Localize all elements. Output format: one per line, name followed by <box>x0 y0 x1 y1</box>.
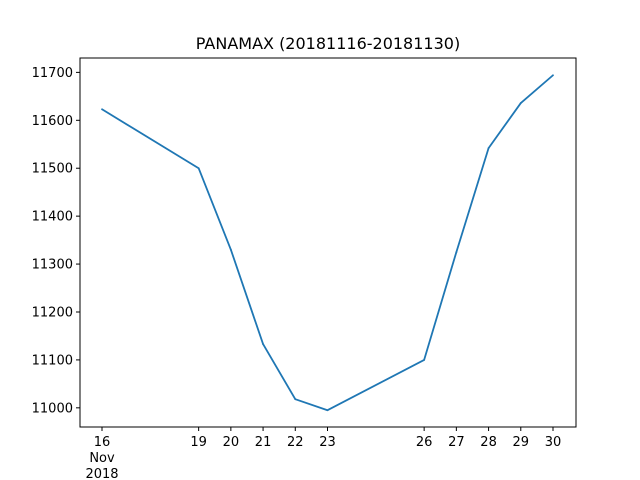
x-axis: 16 19 20 21 22 23 26 27 28 29 30 <box>94 427 562 450</box>
data-point <box>552 74 554 77</box>
x-tick-label: 22 <box>287 435 304 450</box>
x-tick-label: 27 <box>448 435 465 450</box>
x-tick-label: 29 <box>513 435 530 450</box>
y-tick-label: 11400 <box>32 210 73 225</box>
x-tick-label: 23 <box>319 435 336 450</box>
data-point <box>423 359 426 361</box>
x-tick-label: 26 <box>416 435 433 450</box>
plot-frame <box>79 57 577 428</box>
y-tick-label: 11300 <box>32 258 73 273</box>
x-sublabel-year: 2018 <box>85 467 118 480</box>
data-point <box>326 409 329 412</box>
x-tick-label: 19 <box>190 435 207 450</box>
data-point <box>197 167 200 170</box>
x-tick-label: 16 <box>94 435 111 450</box>
x-tick-label: 21 <box>255 435 272 450</box>
y-tick-label: 11500 <box>32 162 73 177</box>
x-tick-label: 28 <box>480 435 497 450</box>
data-point <box>487 147 490 149</box>
x-sublabel-month: Nov <box>89 451 115 466</box>
y-tick-label: 11700 <box>32 66 73 81</box>
data-point <box>262 343 264 345</box>
data-point <box>229 248 232 251</box>
y-tick-label: 11200 <box>32 305 73 320</box>
x-tick-label: 30 <box>545 435 562 450</box>
data-point <box>101 108 103 111</box>
y-tick-label: 11000 <box>32 401 73 416</box>
data-point <box>455 251 458 253</box>
y-tick-label: 11600 <box>32 114 73 129</box>
chart-title: PANAMAX (20181116-20181130) <box>196 34 460 53</box>
y-axis: 11000 11100 11200 11300 11400 11500 11600 11700 <box>32 66 80 416</box>
y-tick-label: 11100 <box>32 353 73 368</box>
x-tick-label: 20 <box>223 435 240 450</box>
data-point <box>519 102 522 104</box>
series-line <box>101 74 554 412</box>
data-point <box>294 398 297 401</box>
